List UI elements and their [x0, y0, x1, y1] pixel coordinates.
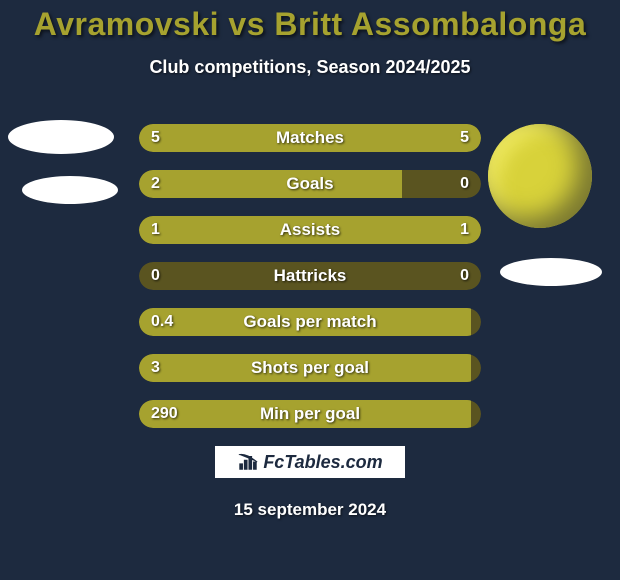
stat-row: 290Min per goal: [139, 400, 481, 428]
chart-icon: [237, 451, 259, 473]
stat-label: Goals per match: [139, 308, 481, 336]
stat-label: Matches: [139, 124, 481, 152]
stat-label: Goals: [139, 170, 481, 198]
footer-date: 15 september 2024: [0, 500, 620, 520]
stat-label: Shots per goal: [139, 354, 481, 382]
stat-row: 00Hattricks: [139, 262, 481, 290]
player-right-oval-bottom: [500, 258, 602, 286]
stat-row: 3Shots per goal: [139, 354, 481, 382]
player-left-oval-top: [8, 120, 114, 154]
stat-label: Hattricks: [139, 262, 481, 290]
player-left-oval-bottom: [22, 176, 118, 204]
page-subtitle: Club competitions, Season 2024/2025: [0, 57, 620, 78]
stat-label: Min per goal: [139, 400, 481, 428]
stat-row: 11Assists: [139, 216, 481, 244]
logo-text: FcTables.com: [263, 452, 382, 473]
fctables-logo[interactable]: FcTables.com: [213, 444, 407, 480]
player-right-avatar: [488, 124, 592, 228]
stat-row: 20Goals: [139, 170, 481, 198]
stat-row: 0.4Goals per match: [139, 308, 481, 336]
stat-label: Assists: [139, 216, 481, 244]
page-title: Avramovski vs Britt Assombalonga: [0, 0, 620, 43]
comparison-infographic: Avramovski vs Britt Assombalonga Club co…: [0, 0, 620, 580]
stats-panel: 55Matches 20Goals 11Assists 00Hattricks 0.4G…: [139, 124, 481, 446]
stat-row: 55Matches: [139, 124, 481, 152]
